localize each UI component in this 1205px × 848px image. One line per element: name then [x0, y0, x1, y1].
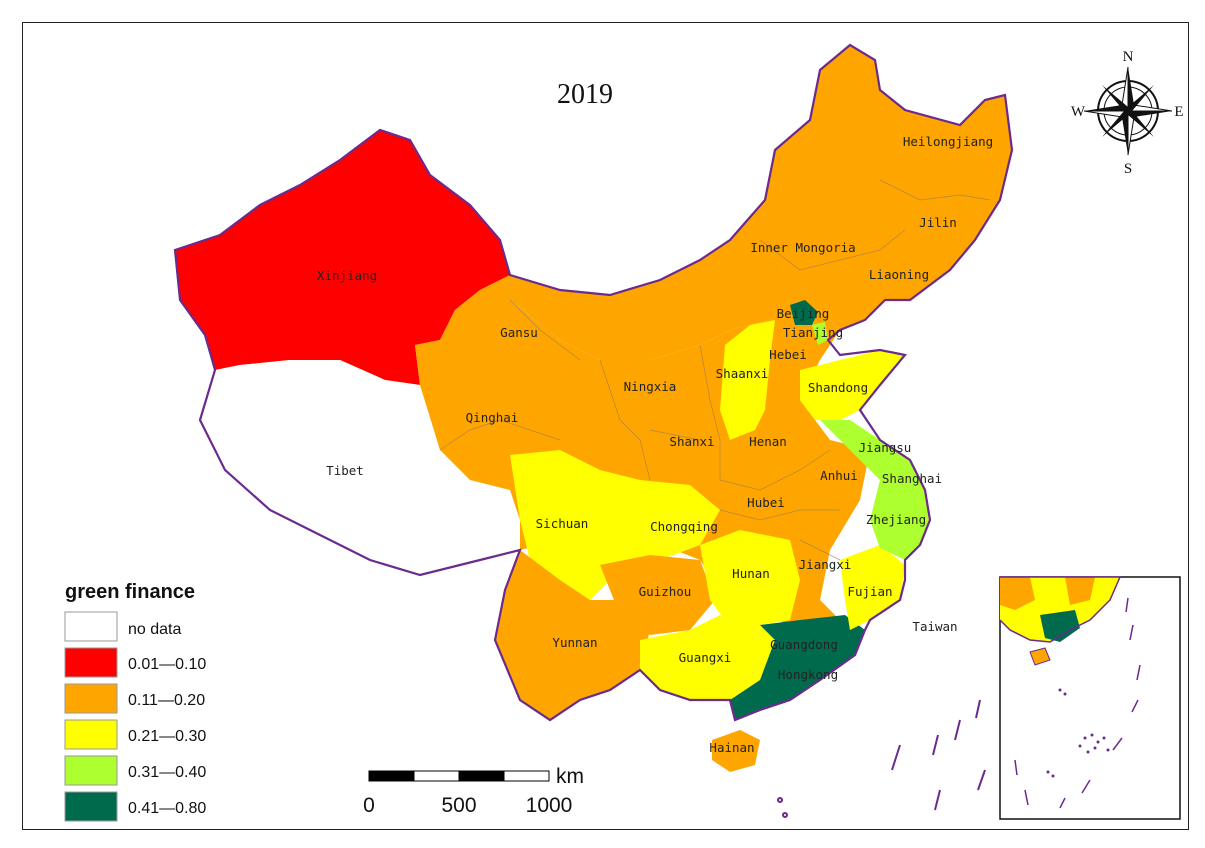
legend: green finance no data 0.01—0.10 0.11—0.2…	[64, 581, 206, 822]
legend-label-3: 0.21—0.30	[128, 728, 206, 745]
label-yunnan: Yunnan	[552, 635, 597, 650]
region-guangdong	[730, 615, 865, 720]
legend-title: green finance	[65, 581, 195, 603]
label-shanxi: Shanxi	[669, 434, 714, 449]
label-shandong: Shandong	[808, 380, 868, 395]
region-fujian	[840, 545, 905, 630]
legend-swatch-0	[64, 611, 118, 642]
region-taiwan	[928, 595, 950, 665]
region-inner-mongoria	[510, 45, 1012, 360]
province-regions	[175, 45, 1012, 772]
scale-unit: km	[556, 765, 584, 788]
label-hunan: Hunan	[732, 566, 770, 581]
legend-swatch-2	[64, 683, 118, 714]
scale-tick-1000: 1000	[526, 794, 573, 817]
scale-tick-0: 0	[363, 794, 375, 817]
label-taiwan: Taiwan	[912, 619, 957, 634]
compass-s: S	[1124, 161, 1132, 177]
label-gansu: Gansu	[500, 325, 538, 340]
label-qinghai: Qinghai	[466, 410, 519, 425]
label-sichuan: Sichuan	[536, 516, 589, 531]
region-beijing	[790, 300, 818, 325]
scale-tick-500: 500	[441, 794, 476, 817]
region-hainan	[712, 730, 760, 772]
label-jiangsu: Jiangsu	[859, 440, 912, 455]
region-yunnan	[495, 550, 650, 720]
region-guangxi	[640, 615, 775, 700]
compass-w: W	[1071, 104, 1086, 120]
label-xinjiang: Xinjiang	[317, 268, 377, 283]
label-anhui: Anhui	[820, 468, 858, 483]
map-title: 2019	[557, 79, 613, 110]
inset-map	[999, 576, 1181, 820]
label-fujian: Fujian	[847, 584, 892, 599]
label-jilin: Jilin	[919, 215, 957, 230]
label-ningxia: Ningxia	[624, 379, 677, 394]
region-guizhou	[600, 555, 715, 635]
legend-label-5: 0.41—0.80	[128, 800, 206, 817]
label-hainan: Hainan	[709, 740, 754, 755]
legend-label-4: 0.31—0.40	[128, 764, 206, 781]
legend-swatch-3	[64, 719, 118, 750]
label-guangxi: Guangxi	[679, 650, 732, 665]
legend-label-2: 0.11—0.20	[128, 692, 205, 709]
region-tianjing	[812, 322, 828, 345]
south-sea-dashes	[777, 699, 986, 818]
label-tibet: Tibet	[326, 463, 364, 478]
region-xinjiang	[175, 130, 510, 385]
region-sichuan	[510, 450, 720, 600]
legend-swatch-5	[64, 791, 118, 822]
region-tibet	[200, 360, 520, 575]
label-guangdong: Guangdong	[770, 637, 838, 652]
label-inner-mongoria: Inner Mongoria	[750, 240, 855, 255]
compass-n: N	[1123, 49, 1134, 65]
label-henan: Henan	[749, 434, 787, 449]
label-zhejiang: Zhejiang	[866, 512, 926, 527]
label-guizhou: Guizhou	[639, 584, 692, 599]
compass-e: E	[1174, 104, 1183, 120]
label-tianjing: Tianjing	[783, 325, 843, 340]
province-borders	[439, 179, 991, 561]
label-jiangxi: Jiangxi	[799, 557, 852, 572]
legend-swatch-4	[64, 755, 118, 786]
region-shaanxi	[720, 320, 775, 440]
label-liaoning: Liaoning	[869, 267, 929, 282]
label-chongqing: Chongqing	[650, 519, 718, 534]
legend-label-0: no data	[128, 621, 181, 638]
province-labels: Heilongjiang Jilin Liaoning Inner Mongor…	[317, 134, 993, 755]
region-hunan	[700, 530, 800, 625]
label-heilongjiang: Heilongjiang	[903, 134, 993, 149]
label-shaanxi: Shaanxi	[716, 366, 769, 381]
legend-swatch-1	[64, 647, 118, 678]
scale-bar: km 0 500 1000	[363, 765, 584, 817]
map-frame	[22, 22, 1189, 830]
label-shanghai: Shanghai	[882, 471, 942, 486]
label-beijing: Beijing	[777, 306, 830, 321]
compass-rose: N S E W	[1071, 49, 1184, 177]
region-shandong	[800, 350, 905, 420]
label-hebei: Hebei	[769, 347, 807, 362]
label-hongkong: Hongkong	[778, 667, 838, 682]
national-border	[173, 43, 1014, 722]
legend-label-1: 0.01—0.10	[128, 656, 206, 673]
label-hubei: Hubei	[747, 495, 785, 510]
